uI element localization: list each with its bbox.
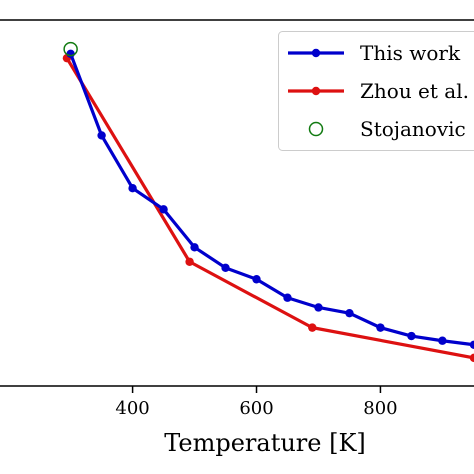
- series-1-line: [69, 53, 474, 347]
- series-3: [63, 41, 78, 57]
- series-layer: [62, 41, 474, 363]
- x-axis-label: Temperature [K]: [164, 429, 366, 457]
- series-1-point: [190, 243, 199, 252]
- series-1-point: [345, 308, 354, 318]
- x-ticks: 400 600 800: [115, 386, 398, 419]
- series-1-point: [97, 131, 106, 140]
- x-tick-label-600: 600: [239, 398, 273, 419]
- series-1-point: [283, 293, 292, 302]
- series-1-point: [314, 303, 323, 312]
- x-tick-label-400: 400: [115, 398, 149, 419]
- plot-frame: [0, 19, 474, 387]
- series-2-line: [65, 57, 474, 360]
- series-3-point: [63, 41, 78, 57]
- series-2: [62, 53, 474, 363]
- x-tick-label-800: 800: [363, 398, 397, 419]
- legend-box: [278, 31, 474, 151]
- series-2-point: [469, 353, 474, 363]
- series-1-point: [159, 205, 168, 214]
- series-2-point: [185, 257, 194, 266]
- series-1-point: [221, 263, 230, 273]
- legend-item-2: Zhou et al.: [288, 79, 469, 103]
- series-1-point: [128, 183, 137, 193]
- legend-marker: [308, 121, 324, 137]
- series-1-point: [376, 323, 385, 332]
- series-1: [66, 49, 474, 349]
- series-1-point: [252, 275, 261, 284]
- legend-label: Stojanovic: [360, 117, 466, 141]
- series-1-point: [469, 340, 474, 349]
- legend-item-3: Stojanovic: [308, 117, 466, 141]
- legend: This work Zhou et al. Stojanovic: [278, 31, 474, 151]
- legend-label: This work: [360, 41, 461, 65]
- series-1-point: [407, 331, 416, 341]
- series-1-point: [438, 336, 447, 345]
- legend-label: Zhou et al.: [360, 79, 469, 103]
- series-2-point: [308, 323, 317, 332]
- legend-item-1: This work: [288, 41, 461, 65]
- legend-marker: [311, 86, 321, 96]
- series-1-point: [66, 49, 75, 58]
- legend-marker: [311, 48, 321, 58]
